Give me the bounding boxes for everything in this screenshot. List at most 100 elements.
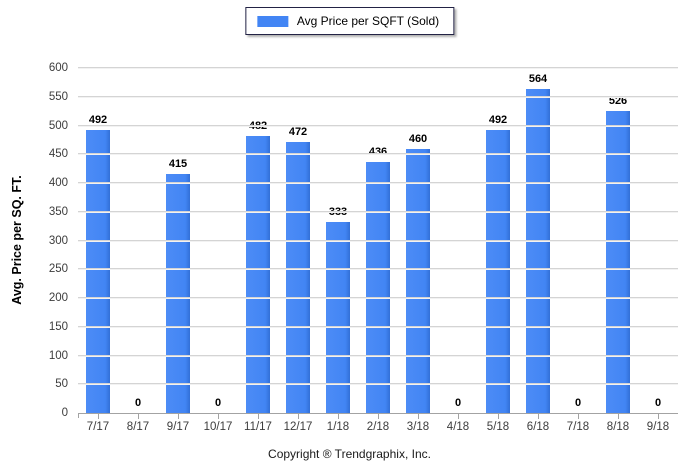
bar: [86, 130, 110, 413]
y-tick-label: 300: [48, 234, 68, 247]
legend-label: Avg Price per SQFT (Sold): [296, 14, 440, 28]
x-axis-tick: [218, 414, 219, 419]
bar-value-label: 460: [408, 132, 428, 145]
x-axis-line: [78, 413, 678, 414]
bar: [526, 88, 550, 413]
y-tick-label: 550: [48, 90, 68, 103]
x-tick-label: 8/17: [126, 421, 150, 433]
bar-value-label: 492: [488, 114, 508, 127]
legend-swatch-icon: [256, 15, 288, 27]
x-axis-tick: [498, 414, 499, 419]
gridline: [78, 210, 678, 212]
bar: [286, 141, 310, 413]
y-tick-label: 250: [48, 263, 68, 276]
gridline: [78, 124, 678, 126]
bar: [166, 174, 190, 413]
y-tick-label: 100: [48, 349, 68, 362]
y-tick-label: 350: [48, 205, 68, 218]
x-axis-tick: [258, 414, 259, 419]
y-tick-label: 500: [48, 119, 68, 132]
x-tick-label: 11/17: [244, 421, 272, 433]
x-tick-label: 7/17: [86, 421, 110, 433]
gridline: [78, 325, 678, 327]
gridline: [78, 153, 678, 155]
x-tick-label: 1/18: [326, 421, 350, 433]
bar: [366, 162, 390, 413]
bar-value-label: 526: [608, 94, 628, 107]
x-axis-tick: [298, 414, 299, 419]
gridline: [78, 354, 678, 356]
bar-slot: 492: [478, 68, 518, 419]
bar-value-label: 0: [134, 397, 142, 409]
x-axis-tick: [578, 414, 579, 419]
bar: [246, 135, 270, 413]
gridline: [78, 182, 678, 183]
y-tick-label: 600: [48, 62, 68, 74]
x-tick-label: 9/18: [646, 421, 670, 433]
bar-slot: 415: [158, 68, 198, 419]
bar-slot: 492: [78, 68, 118, 419]
y-tick-label: 150: [48, 320, 68, 333]
x-tick-label: 4/18: [446, 421, 470, 433]
gridline: [78, 268, 678, 270]
x-axis-tick: [338, 414, 339, 419]
y-tick-label: 200: [48, 292, 68, 304]
x-axis-tick: [138, 414, 139, 419]
copyright-text: Copyright ® Trendgraphix, Inc.: [268, 447, 431, 461]
bar-value-label: 415: [168, 158, 188, 171]
gridline: [78, 297, 678, 298]
x-tick-label: 6/18: [526, 421, 550, 433]
x-axis-tick: [178, 414, 179, 419]
bars-container: 492 0 415 0 482 472 333 436 460 0 492 564 0 526 0: [78, 68, 678, 419]
x-axis-tick: [538, 414, 539, 419]
bar-slot: 472: [278, 68, 318, 419]
bar-value-label: 482: [248, 119, 268, 132]
legend: Avg Price per SQFT (Sold): [244, 7, 455, 35]
x-axis-tick: [458, 414, 459, 419]
x-tick-label: 12/17: [283, 421, 313, 433]
gridline: [78, 239, 678, 241]
bar-slot: 0: [198, 68, 238, 419]
x-tick-label: 2/18: [366, 421, 390, 433]
bar-slot: 482: [238, 68, 278, 419]
bar-slot: 0: [438, 68, 478, 419]
y-tick-label: 400: [48, 177, 68, 189]
y-tick-label: 450: [48, 148, 68, 161]
bar-slot: 460: [398, 68, 438, 419]
bar-slot: 436: [358, 68, 398, 419]
bar-value-label: 0: [574, 397, 582, 409]
x-axis-tick: [418, 414, 419, 419]
x-tick-label: 3/18: [406, 421, 430, 433]
bar-value-label: 564: [528, 72, 548, 85]
bar-slot: 333: [318, 68, 358, 419]
plot-area: 492 0 415 0 482 472 333 436 460 0 492 564 0 526 0: [78, 67, 678, 419]
bar-value-label: 472: [288, 125, 308, 138]
x-axis-origin-tick: [78, 413, 79, 418]
bar: [326, 221, 350, 413]
bar-value-label: 492: [88, 114, 108, 127]
bar: [606, 110, 630, 413]
bar: [486, 130, 510, 413]
x-tick-label: 9/17: [166, 421, 190, 433]
bar-slot: 0: [558, 68, 598, 419]
gridline: [78, 95, 678, 97]
bar-slot: 564: [518, 68, 558, 419]
bar-slot: 526: [598, 68, 638, 419]
gridline: [78, 383, 678, 385]
bar-value-label: 0: [654, 397, 662, 409]
x-axis-tick: [378, 414, 379, 419]
y-tick-label: 50: [55, 378, 68, 391]
bar: [406, 148, 430, 413]
bar-slot: 0: [638, 68, 678, 419]
x-tick-label: 8/18: [606, 421, 630, 433]
bar-value-label: 436: [369, 146, 387, 158]
bar-value-label: 0: [454, 397, 462, 409]
x-axis-labels: 7/17 8/17 9/17 10/17 11/17 12/17 1/18 2/18 3/18 4…: [78, 421, 678, 433]
x-axis-tick: [618, 414, 619, 419]
gridline: [78, 67, 678, 68]
x-tick-label: 5/18: [486, 421, 510, 433]
y-tick-label: 0: [61, 407, 68, 419]
x-axis-tick: [98, 414, 99, 419]
x-axis-tick: [658, 414, 659, 419]
